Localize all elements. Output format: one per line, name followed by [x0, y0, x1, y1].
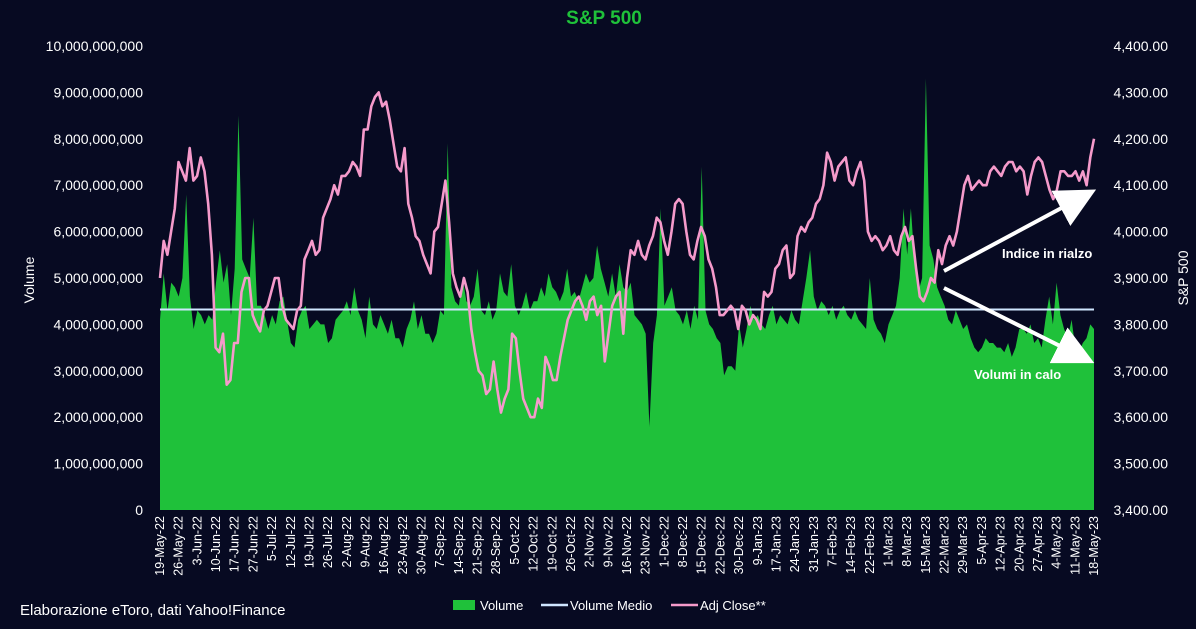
legend-label-adj-close: Adj Close**	[700, 598, 766, 613]
left-tick-label: 6,000,000,000	[53, 224, 143, 240]
x-tick-label: 14-Sep-22	[452, 516, 466, 574]
x-tick-label: 8-Dec-22	[676, 516, 690, 567]
x-tick-label: 18-May-23	[1087, 516, 1101, 576]
up-arrow	[943, 189, 1097, 273]
right-tick-label: 4,000.00	[1114, 224, 1169, 240]
legend-label-volume: Volume	[480, 598, 523, 613]
x-tick-label: 1-Dec-22	[657, 516, 671, 567]
x-tick-label: 22-Mar-23	[938, 516, 952, 574]
x-tick-label: 20-Apr-23	[1012, 516, 1026, 572]
left-tick-label: 1,000,000,000	[53, 456, 143, 472]
x-tick-label: 31-Jan-23	[807, 516, 821, 572]
left-tick-label: 4,000,000,000	[53, 316, 143, 332]
legend: Volume Volume Medio Adj Close**	[453, 598, 766, 613]
x-tick-label: 4-May-23	[1050, 516, 1064, 569]
x-tick-label: 2-Nov-22	[583, 516, 597, 567]
right-tick-label: 4,300.00	[1114, 84, 1169, 100]
plot-area	[158, 78, 1096, 510]
y-axis-right-label: S&P 500	[1175, 250, 1191, 305]
x-tick-label: 7-Sep-22	[433, 516, 447, 567]
right-tick-label: 4,100.00	[1114, 177, 1169, 193]
down-arrow	[943, 286, 1095, 364]
x-tick-label: 30-Aug-22	[415, 516, 429, 574]
x-tick-label: 17-Jan-23	[769, 516, 783, 572]
x-tick-label: 23-Nov-22	[639, 516, 653, 574]
x-tick-label: 8-Mar-23	[900, 516, 914, 567]
x-tick-label: 16-Nov-22	[620, 516, 634, 574]
x-tick-label: 28-Sep-22	[489, 516, 503, 574]
x-tick-label: 30-Dec-22	[732, 516, 746, 574]
x-tick-label: 29-Mar-23	[956, 516, 970, 574]
annotations: Indice in rialzo Volumi in calo	[943, 189, 1097, 382]
x-tick-label: 26-May-22	[172, 516, 186, 576]
x-tick-label: 2-Aug-22	[340, 516, 354, 567]
x-tick-label: 27-Jun-22	[246, 516, 260, 572]
x-tick-label: 26-Jul-22	[321, 516, 335, 568]
x-tick-label: 7-Feb-23	[826, 516, 840, 567]
x-tick-label: 1-Mar-23	[882, 516, 896, 567]
x-tick-label: 12-Oct-22	[527, 516, 541, 572]
right-tick-label: 3,600.00	[1114, 409, 1169, 425]
x-tick-label: 19-Jul-22	[302, 516, 316, 568]
right-tick-label: 3,700.00	[1114, 363, 1169, 379]
left-tick-label: 9,000,000,000	[53, 84, 143, 100]
x-tick-label: 17-Jun-22	[228, 516, 242, 572]
x-tick-label: 22-Dec-22	[713, 516, 727, 574]
x-tick-label: 12-Jul-22	[284, 516, 298, 568]
x-tick-label: 21-Sep-22	[471, 516, 485, 574]
left-tick-label: 2,000,000,000	[53, 409, 143, 425]
x-tick-label: 9-Aug-22	[359, 516, 373, 567]
x-tick-label: 22-Feb-23	[863, 516, 877, 574]
x-tick-label: 15-Mar-23	[919, 516, 933, 574]
left-axis-ticks: 0 1,000,000,000 2,000,000,000 3,000,000,000…	[46, 38, 144, 518]
x-axis-ticks: 19-May-22 26-May-22 3-Jun-22 10-Jun-22 17-Ju…	[153, 516, 1101, 576]
left-tick-label: 5,000,000,000	[53, 270, 143, 286]
x-tick-label: 27-Apr-23	[1031, 516, 1045, 572]
x-tick-label: 19-May-22	[153, 516, 167, 576]
x-tick-label: 3-Jun-22	[190, 516, 204, 565]
x-tick-label: 16-Aug-22	[377, 516, 391, 574]
x-tick-label: 12-Apr-23	[994, 516, 1008, 572]
legend-swatch-volume	[453, 600, 475, 610]
annotation-up: Indice in rialzo	[1002, 246, 1092, 261]
left-tick-label: 8,000,000,000	[53, 131, 143, 147]
right-tick-label: 3,900.00	[1114, 270, 1169, 286]
left-tick-label: 10,000,000,000	[46, 38, 144, 54]
source-note: Elaborazione eToro, dati Yahoo!Finance	[20, 602, 285, 619]
legend-label-volume-medio: Volume Medio	[570, 598, 652, 613]
right-tick-label: 4,400.00	[1114, 38, 1169, 54]
x-tick-label: 10-Jun-22	[209, 516, 223, 572]
x-tick-label: 5-Apr-23	[975, 516, 989, 565]
x-tick-label: 23-Aug-22	[396, 516, 410, 574]
right-axis-ticks: 3,400.00 3,500.00 3,600.00 3,700.00 3,800.00…	[1114, 38, 1169, 518]
right-tick-label: 3,400.00	[1114, 502, 1169, 518]
left-tick-label: 3,000,000,000	[53, 363, 143, 379]
x-tick-label: 14-Feb-23	[844, 516, 858, 574]
x-tick-label: 26-Oct-22	[564, 516, 578, 572]
x-tick-label: 5-Jul-22	[265, 516, 279, 561]
x-tick-label: 15-Dec-22	[695, 516, 709, 574]
left-tick-label: 0	[135, 502, 143, 518]
chart-title: S&P 500	[566, 8, 642, 29]
right-tick-label: 3,800.00	[1114, 316, 1169, 332]
y-axis-left-label: Volume	[21, 256, 37, 303]
x-tick-label: 19-Oct-22	[545, 516, 559, 572]
x-tick-label: 9-Nov-22	[601, 516, 615, 567]
x-tick-label: 9-Jan-23	[751, 516, 765, 565]
adj-close-line	[158, 91, 1096, 419]
annotation-down: Volumi in calo	[974, 367, 1061, 382]
right-tick-label: 3,500.00	[1114, 456, 1169, 472]
x-tick-label: 5-Oct-22	[508, 516, 522, 565]
left-tick-label: 7,000,000,000	[53, 177, 143, 193]
x-tick-label: 11-May-23	[1068, 516, 1082, 575]
right-tick-label: 4,200.00	[1114, 131, 1169, 147]
x-tick-label: 24-Jan-23	[788, 516, 802, 572]
